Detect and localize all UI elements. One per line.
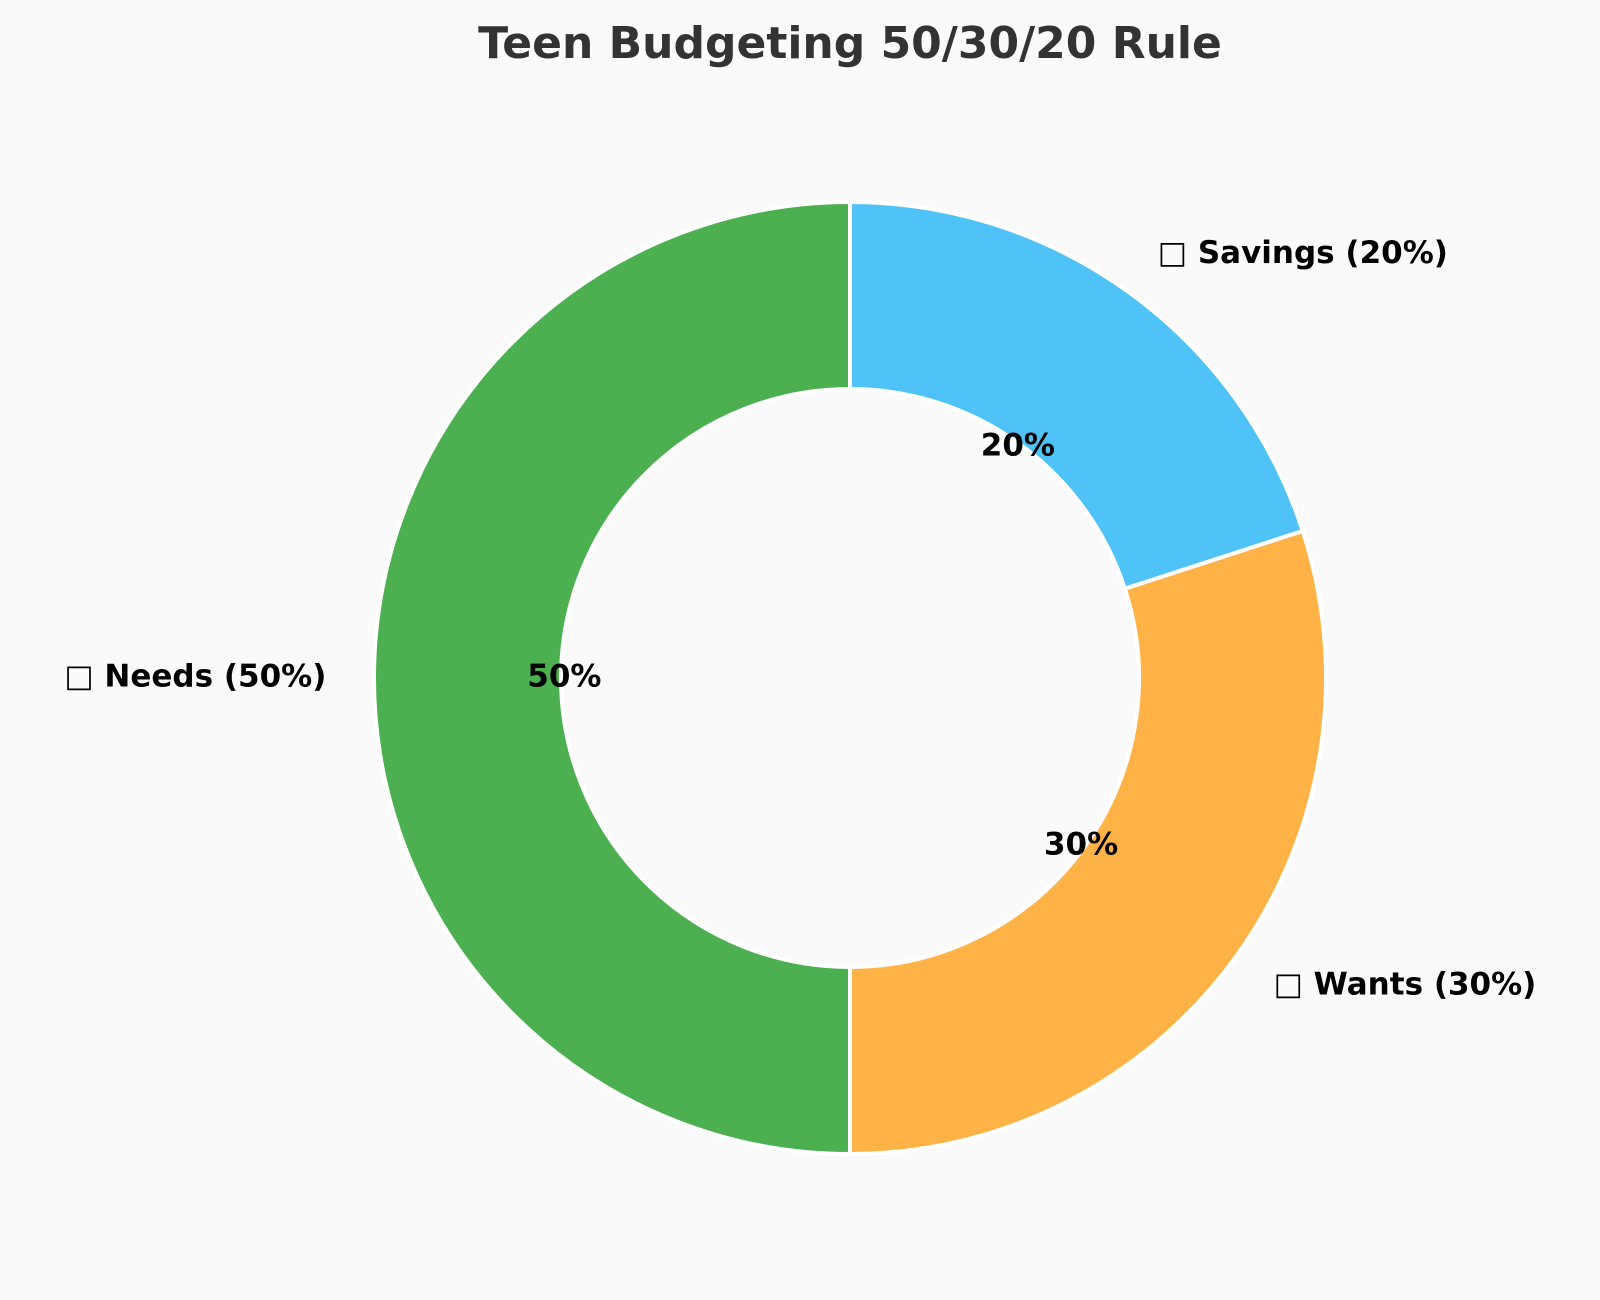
donut-segment [372,199,852,1157]
value-label: 20% [981,427,1055,463]
value-label: 30% [1044,826,1118,862]
value-label: 50% [527,659,601,695]
category-label: □ Savings (20%) [1158,235,1448,271]
chart-title: Teen Budgeting 50/30/20 Rule [478,18,1222,69]
category-label: □ Wants (30%) [1274,966,1537,1002]
donut-segment [848,528,1328,1157]
category-label: □ Needs (50%) [64,659,326,695]
donut-segment [848,199,1306,592]
